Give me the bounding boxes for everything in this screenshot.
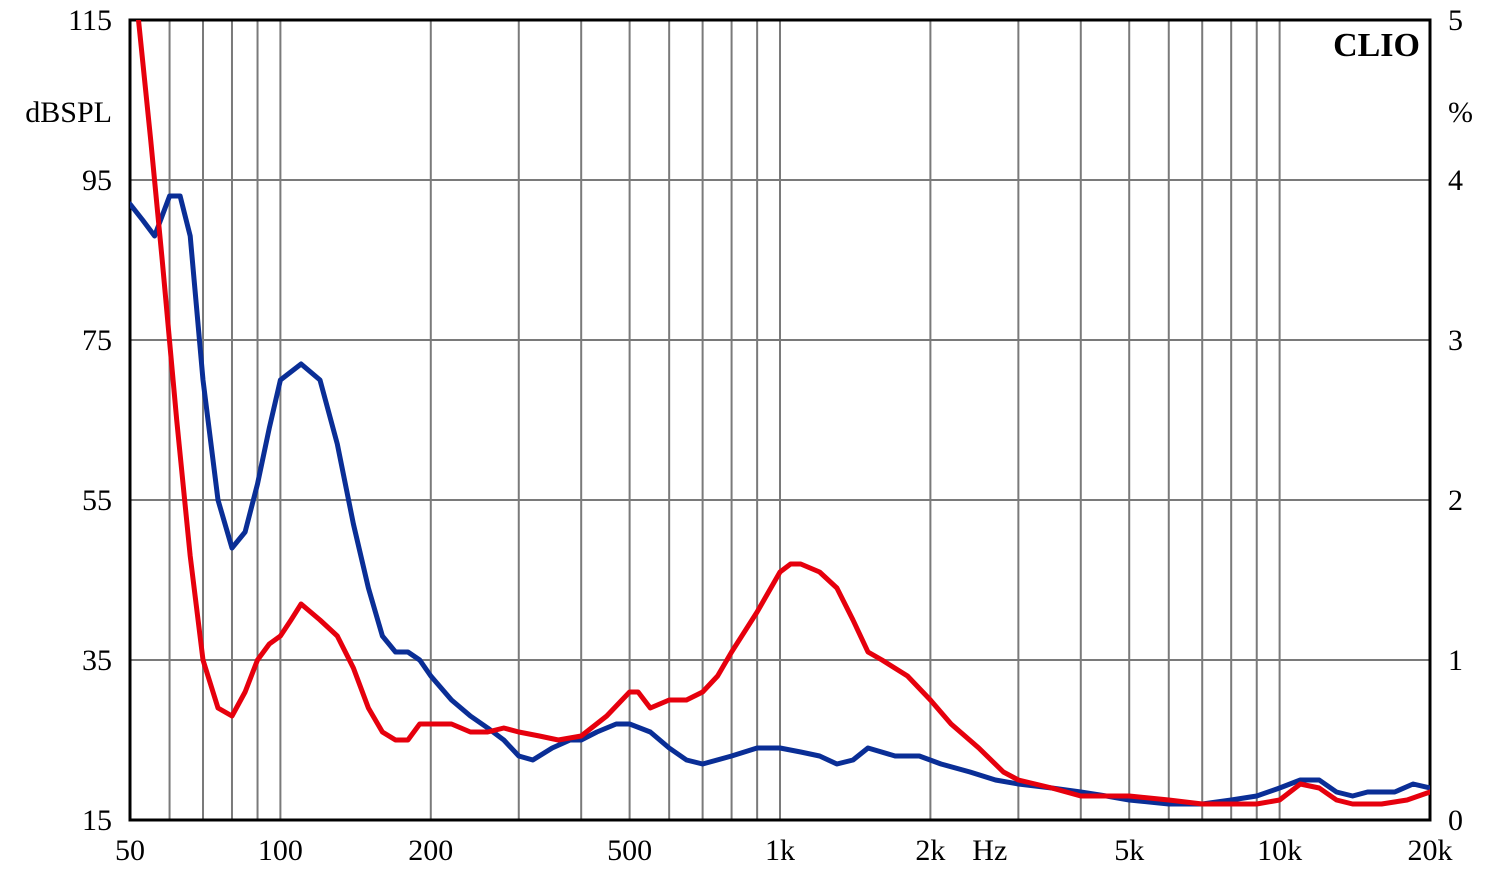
x-tick-label: 5k [1114, 834, 1144, 867]
y-right-tick-label: 0 [1448, 804, 1463, 837]
y-right-tick-label: 3 [1448, 324, 1463, 357]
y-right-tick-label: 1 [1448, 644, 1463, 677]
y-right-tick-label: 4 [1448, 164, 1463, 197]
x-tick-label: 10k [1257, 834, 1302, 867]
x-tick-label: 20k [1408, 834, 1453, 867]
y-left-tick-label: 55 [82, 484, 112, 517]
x-tick-label: 50 [115, 834, 145, 867]
y-left-tick-label: 95 [82, 164, 112, 197]
x-tick-label: 2k [915, 834, 945, 867]
frequency-response-chart: 501002005001k2k5k10k20kHz1535557595115dB… [0, 0, 1500, 870]
chart-svg: 501002005001k2k5k10k20kHz1535557595115dB… [0, 0, 1500, 870]
y-right-tick-label: 2 [1448, 484, 1463, 517]
x-tick-label: 100 [258, 834, 303, 867]
x-tick-label: 500 [607, 834, 652, 867]
y-right-unit-label: % [1448, 96, 1473, 129]
clio-watermark: CLIO [1333, 27, 1420, 64]
x-unit-label: Hz [972, 834, 1007, 867]
y-left-unit-label: dBSPL [25, 96, 112, 129]
y-left-tick-label: 75 [82, 324, 112, 357]
y-left-tick-label: 115 [68, 4, 112, 37]
x-tick-label: 200 [408, 834, 453, 867]
x-tick-label: 1k [765, 834, 795, 867]
y-right-tick-label: 5 [1448, 4, 1463, 37]
y-left-tick-label: 35 [82, 644, 112, 677]
y-left-tick-label: 15 [82, 804, 112, 837]
